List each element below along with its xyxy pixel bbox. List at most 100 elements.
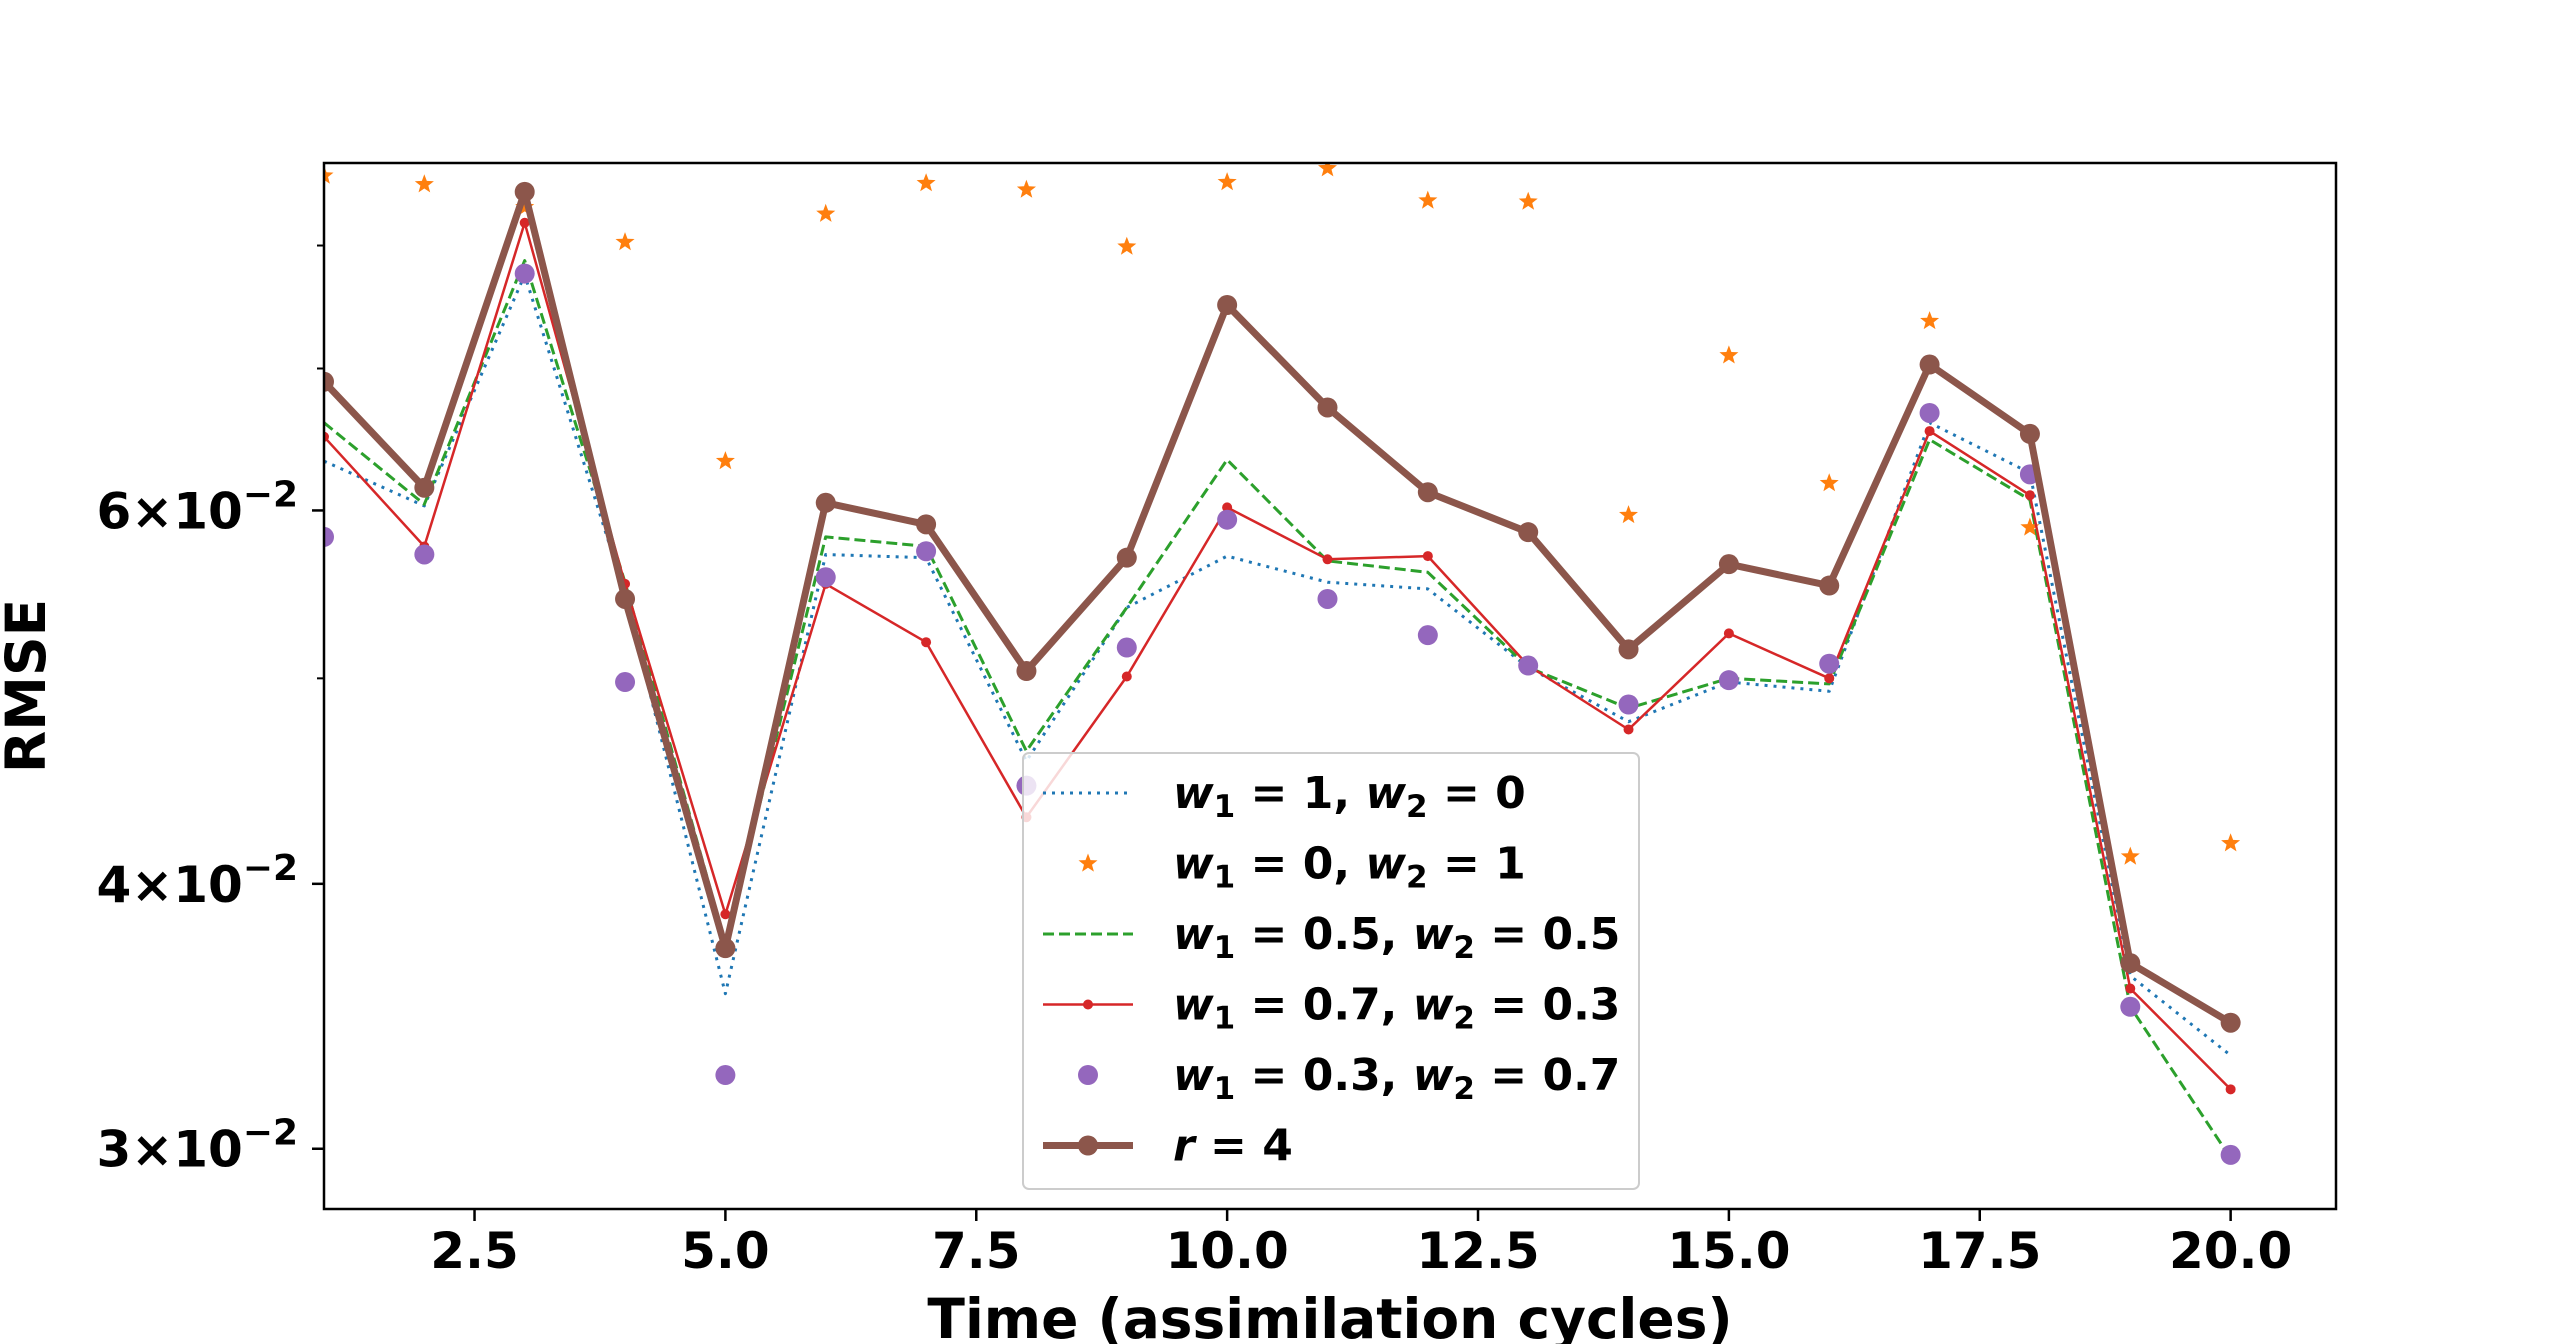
data-point-r=4-7 (1016, 661, 1037, 682)
data-point-r=4-2 (514, 181, 535, 202)
legend-box (1022, 752, 1640, 1190)
data-point-r=4-6 (916, 514, 937, 535)
data-point-w1=0.7, w2=0.3-6 (921, 637, 932, 648)
legend-label: w1 = 0.5, w2 = 0.5 (1173, 909, 1620, 966)
data-point-w1=0, w2=1-1 (414, 174, 434, 193)
y-tick-label: 4×10−2 (97, 848, 298, 914)
data-point-r=4-13 (1618, 639, 1639, 660)
series-w1=0, w2=1 (324, 163, 2241, 865)
data-point-w1=0.7, w2=0.3-14 (1723, 628, 1734, 639)
data-point-w1=0, w2=1-legend (1078, 853, 1098, 872)
data-point-w1=0.7, w2=0.3-15 (1824, 673, 1835, 684)
data-point-w1=0.7, w2=0.3-11 (1422, 551, 1433, 562)
series-line-r=4 (324, 188, 2233, 1026)
series-line-w1=0.7, w2=0.3 (324, 221, 2232, 1091)
data-point-r=4-4 (715, 938, 736, 959)
data-point-w1=0.7, w2=0.3-4 (720, 909, 731, 920)
data-point-w1=0.7, w2=0.3-8 (1121, 671, 1132, 682)
data-point-w1=0.3, w2=0.7-legend (1078, 1065, 1098, 1085)
data-point-w1=0.3, w2=0.7-9 (1217, 509, 1238, 530)
data-point-w1=0.7, w2=0.3-17 (2024, 490, 2035, 501)
data-point-w1=0.7, w2=0.3-18 (2125, 983, 2136, 994)
data-point-w1=0.7, w2=0.3-2 (519, 217, 530, 228)
series-r=4 (324, 181, 2241, 1033)
legend-label: w1 = 0, w2 = 1 (1173, 839, 1526, 896)
legend-label: w1 = 1, w2 = 0 (1173, 768, 1526, 825)
data-point-w1=0.3, w2=0.7-8 (1116, 637, 1137, 658)
data-point-w1=0.3, w2=0.7-3 (615, 672, 636, 693)
x-tick-label: 20.0 (2169, 1222, 2292, 1280)
data-point-w1=0.3, w2=0.7-4 (715, 1065, 736, 1086)
data-point-r=4-11 (1417, 482, 1438, 503)
data-point-w1=0.7, w2=0.3-legend (1083, 999, 1093, 1010)
data-point-r=4-9 (1217, 294, 1238, 315)
x-axis: 2.5 5.0 7.5 10.0 12.5 15.0 17.5 20.0 (430, 1209, 2292, 1280)
data-point-r=4-0 (324, 371, 334, 392)
data-point-w1=0, w2=1-8 (1117, 236, 1137, 255)
data-point-r=4-15 (1819, 575, 1840, 596)
legend-entry-w1=1, w2=0: w1 = 1, w2 = 0 (1043, 768, 1526, 825)
x-tick-label: 2.5 (430, 1222, 519, 1280)
data-point-w1=0, w2=1-19 (2221, 833, 2241, 852)
data-point-w1=0, w2=1-7 (1016, 179, 1036, 198)
legend-entry-w1=0, w2=1: w1 = 0, w2 = 1 (1078, 839, 1526, 896)
legend-entry-r=4: r = 4 (1043, 1121, 1293, 1172)
data-point-w1=0.3, w2=0.7-6 (916, 541, 937, 562)
data-point-r=4-3 (615, 588, 636, 609)
data-point-r=4-1 (414, 477, 435, 498)
data-point-r=4-10 (1317, 397, 1338, 418)
x-tick-label: 17.5 (1918, 1222, 2041, 1280)
data-point-r=4-16 (1919, 354, 1940, 375)
data-point-w1=0, w2=1-9 (1217, 172, 1237, 191)
data-point-w1=0.3, w2=0.7-2 (514, 263, 535, 284)
data-point-w1=0.3, w2=0.7-14 (1718, 670, 1739, 691)
data-point-w1=0.7, w2=0.3-9 (1222, 502, 1233, 513)
data-point-r=4-17 (2019, 423, 2040, 444)
data-point-w1=0, w2=1-5 (816, 203, 836, 222)
legend-label: w1 = 0.3, w2 = 0.7 (1173, 1050, 1620, 1107)
data-point-r=4-12 (1518, 522, 1539, 543)
legend-entry-w1=0.5, w2=0.5: w1 = 0.5, w2 = 0.5 (1043, 909, 1620, 966)
series-w1=0.3, w2=0.7 (324, 263, 2241, 1165)
data-point-w1=0.3, w2=0.7-10 (1317, 588, 1338, 609)
data-point-r=4-8 (1116, 547, 1137, 568)
data-point-r=4-5 (815, 492, 836, 513)
y-axis-label: RMSE (0, 599, 58, 773)
plot-frame (322, 161, 2338, 1211)
data-point-w1=0.3, w2=0.7-18 (2120, 996, 2141, 1017)
data-point-w1=0, w2=1-6 (916, 173, 936, 192)
data-point-w1=0.3, w2=0.7-5 (815, 567, 836, 588)
data-point-w1=0.3, w2=0.7-1 (414, 544, 435, 565)
data-point-w1=0, w2=1-4 (715, 451, 735, 470)
x-tick-label: 15.0 (1667, 1222, 1790, 1280)
legend-label: w1 = 0.7, w2 = 0.3 (1173, 980, 1620, 1037)
data-point-w1=0.7, w2=0.3-10 (1322, 554, 1333, 565)
x-tick-label: 12.5 (1416, 1222, 1539, 1280)
y-tick-label: 6×10−2 (97, 474, 298, 540)
data-point-w1=0, w2=1-11 (1418, 190, 1438, 209)
legend-entry-w1=0.7, w2=0.3: w1 = 0.7, w2 = 0.3 (1043, 980, 1620, 1037)
legend-label: r = 4 (1173, 1121, 1293, 1172)
data-point-w1=0.3, w2=0.7-13 (1618, 694, 1639, 715)
x-tick-label: 10.0 (1165, 1222, 1288, 1280)
series-layer (324, 163, 2241, 1165)
data-point-w1=0.3, w2=0.7-12 (1518, 655, 1539, 676)
y-axis: 3×10−2 4×10−2 6×10−2 (97, 244, 324, 1179)
legend: w1 = 1, w2 = 0 w1 = 0, w2 = 1 w1 = 0.5, w2… (1022, 752, 1640, 1190)
x-axis-label: Time (assimilation cycles) (927, 1287, 1732, 1344)
data-point-r=4-18 (2120, 953, 2141, 974)
x-tick-label: 5.0 (681, 1222, 770, 1280)
data-point-w1=0, w2=1-12 (1518, 191, 1538, 210)
legend-entry-w1=0.3, w2=0.7: w1 = 0.3, w2 = 0.7 (1078, 1050, 1620, 1107)
data-point-w1=0.3, w2=0.7-11 (1417, 625, 1438, 646)
data-point-w1=0, w2=1-0 (324, 165, 334, 184)
data-point-w1=0.3, w2=0.7-19 (2220, 1144, 2241, 1165)
data-point-w1=0.3, w2=0.7-0 (324, 526, 334, 547)
data-point-w1=0, w2=1-13 (1619, 505, 1638, 524)
data-point-w1=0, w2=1-3 (615, 232, 635, 251)
data-point-r=4-legend (1078, 1135, 1098, 1156)
data-point-w1=0, w2=1-17 (2020, 517, 2040, 536)
y-tick-label: 3×10−2 (97, 1113, 298, 1179)
data-point-w1=0.7, w2=0.3-13 (1623, 724, 1634, 735)
